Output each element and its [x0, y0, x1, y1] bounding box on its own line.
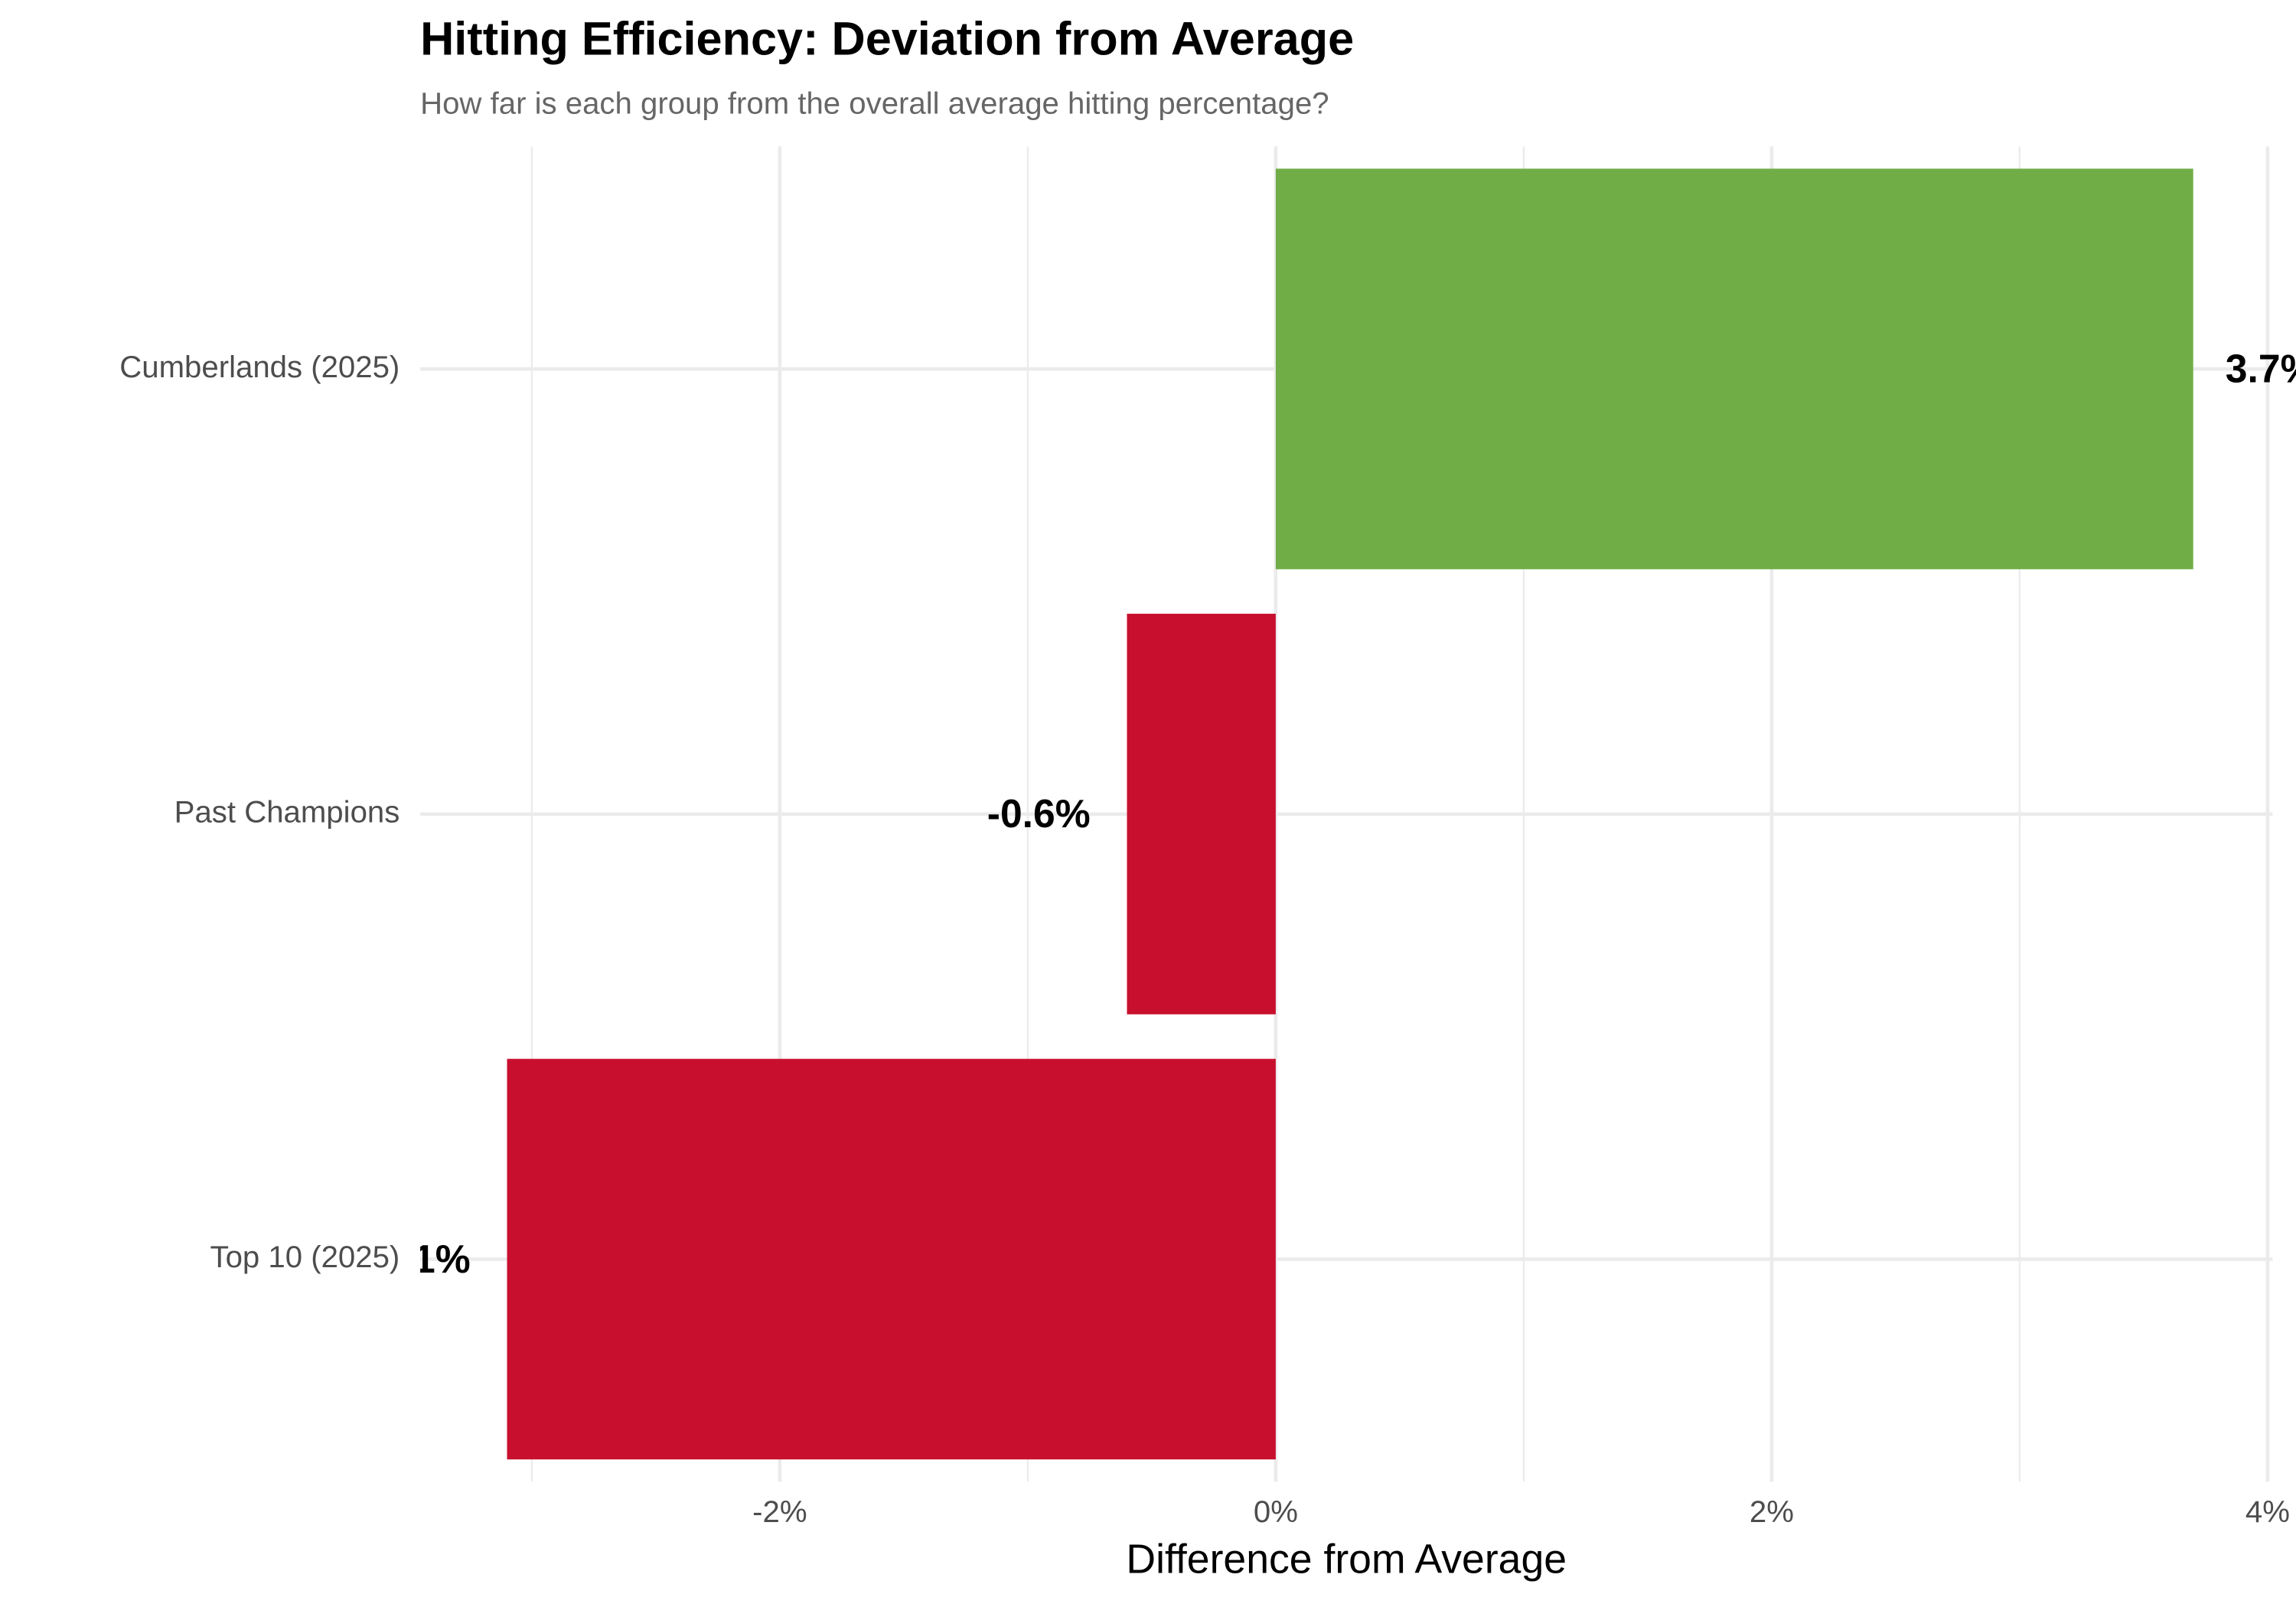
- x-tick-label: 2%: [1750, 1495, 1794, 1529]
- value-labels: 3.7% -0.6% -3.1%: [367, 347, 2296, 1281]
- y-tick-label: Top 10 (2025): [210, 1240, 400, 1274]
- value-label: -0.6%: [987, 791, 1091, 836]
- y-tick-label: Cumberlands (2025): [119, 350, 400, 384]
- bar: [1127, 614, 1276, 1015]
- bar: [1275, 168, 2193, 569]
- chart-subtitle: How far is each group from the overall a…: [420, 86, 1329, 120]
- x-tick-label: 4%: [2245, 1495, 2290, 1529]
- value-label: 3.7%: [2226, 347, 2296, 391]
- chart-title: Hitting Efficiency: Deviation from Avera…: [420, 13, 1354, 65]
- x-axis-title: Difference from Average: [1126, 1537, 1567, 1583]
- value-label: -3.1%: [367, 1237, 471, 1281]
- x-tick-label: -2%: [752, 1495, 807, 1529]
- bar: [507, 1058, 1276, 1460]
- y-tick-label: Past Champions: [174, 794, 400, 829]
- x-tick-label: 0%: [1254, 1495, 1298, 1529]
- bars: [507, 168, 2193, 1460]
